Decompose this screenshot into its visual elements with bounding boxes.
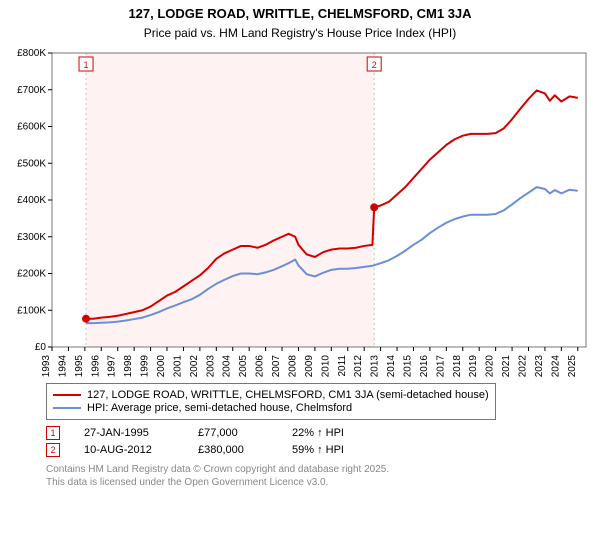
svg-text:£500K: £500K — [17, 159, 46, 170]
chart-title: 127, LODGE ROAD, WRITTLE, CHELMSFORD, CM… — [8, 6, 592, 22]
footer-attribution: Contains HM Land Registry data © Crown c… — [46, 463, 592, 489]
sales-table: 1 27-JAN-1995 £77,000 22% ↑ HPI 2 10-AUG-2012… — [46, 426, 592, 457]
legend-item: 127, LODGE ROAD, WRITTLE, CHELMSFORD, CM… — [53, 389, 489, 401]
sale-price: £380,000 — [198, 444, 268, 456]
svg-text:1: 1 — [84, 60, 89, 70]
svg-text:2002: 2002 — [189, 355, 200, 377]
svg-text:2022: 2022 — [517, 355, 528, 377]
legend-label: 127, LODGE ROAD, WRITTLE, CHELMSFORD, CM… — [87, 389, 489, 401]
legend-label: HPI: Average price, semi-detached house,… — [87, 402, 352, 414]
sale-marker-icon: 2 — [46, 443, 60, 457]
svg-text:2023: 2023 — [534, 355, 545, 377]
svg-text:1998: 1998 — [123, 355, 134, 377]
svg-text:2000: 2000 — [156, 355, 167, 377]
svg-text:2: 2 — [372, 60, 377, 70]
footer-line-1: Contains HM Land Registry data © Crown c… — [46, 463, 592, 476]
svg-text:2007: 2007 — [271, 355, 282, 377]
sale-row: 1 27-JAN-1995 £77,000 22% ↑ HPI — [46, 426, 592, 440]
svg-text:2013: 2013 — [370, 355, 381, 377]
legend-swatch — [53, 394, 81, 396]
svg-text:2003: 2003 — [205, 355, 216, 377]
svg-text:£800K: £800K — [17, 48, 46, 59]
svg-text:2001: 2001 — [172, 355, 183, 377]
svg-text:2012: 2012 — [353, 355, 364, 377]
legend-item: HPI: Average price, semi-detached house,… — [53, 402, 489, 414]
svg-text:2014: 2014 — [386, 355, 397, 377]
svg-text:1994: 1994 — [57, 355, 68, 377]
svg-text:2016: 2016 — [419, 355, 430, 377]
sale-hpi-diff: 22% ↑ HPI — [292, 427, 382, 439]
sale-price: £77,000 — [198, 427, 268, 439]
svg-text:£400K: £400K — [17, 195, 46, 206]
svg-text:2020: 2020 — [485, 355, 496, 377]
svg-text:£700K: £700K — [17, 85, 46, 96]
chart-subtitle: Price paid vs. HM Land Registry's House … — [8, 26, 592, 41]
footer-line-2: This data is licensed under the Open Gov… — [46, 476, 592, 489]
svg-text:2008: 2008 — [287, 355, 298, 377]
sale-date: 27-JAN-1995 — [84, 427, 174, 439]
chart-container: 127, LODGE ROAD, WRITTLE, CHELMSFORD, CM… — [0, 0, 600, 560]
svg-text:2024: 2024 — [550, 355, 561, 377]
svg-text:£300K: £300K — [17, 232, 46, 243]
svg-text:£200K: £200K — [17, 269, 46, 280]
svg-text:£0: £0 — [35, 342, 47, 353]
svg-text:2011: 2011 — [337, 355, 348, 377]
svg-text:1999: 1999 — [140, 355, 151, 377]
line-chart: £0 £100K £200K £300K £400K £500K £600K £700K £80… — [8, 47, 592, 377]
svg-text:2017: 2017 — [435, 355, 446, 377]
svg-text:2009: 2009 — [304, 355, 315, 377]
svg-text:1993: 1993 — [41, 355, 52, 377]
svg-text:1995: 1995 — [74, 355, 85, 377]
svg-text:2018: 2018 — [452, 355, 463, 377]
svg-text:2021: 2021 — [501, 355, 512, 377]
sale-marker-icon: 1 — [46, 426, 60, 440]
svg-text:1997: 1997 — [107, 355, 118, 377]
svg-text:£100K: £100K — [17, 306, 46, 317]
sale-row: 2 10-AUG-2012 £380,000 59% ↑ HPI — [46, 443, 592, 457]
svg-text:2006: 2006 — [255, 355, 266, 377]
svg-text:2025: 2025 — [567, 355, 578, 377]
svg-text:£600K: £600K — [17, 122, 46, 133]
chart-area: £0 £100K £200K £300K £400K £500K £600K £700K £80… — [8, 47, 592, 377]
sale-hpi-diff: 59% ↑ HPI — [292, 444, 382, 456]
svg-text:2019: 2019 — [468, 355, 479, 377]
svg-text:2010: 2010 — [320, 355, 331, 377]
legend: 127, LODGE ROAD, WRITTLE, CHELMSFORD, CM… — [46, 383, 496, 420]
sale-date: 10-AUG-2012 — [84, 444, 174, 456]
svg-text:1996: 1996 — [90, 355, 101, 377]
svg-text:2005: 2005 — [238, 355, 249, 377]
legend-swatch — [53, 407, 81, 409]
svg-text:2004: 2004 — [222, 355, 233, 377]
svg-text:2015: 2015 — [402, 355, 413, 377]
